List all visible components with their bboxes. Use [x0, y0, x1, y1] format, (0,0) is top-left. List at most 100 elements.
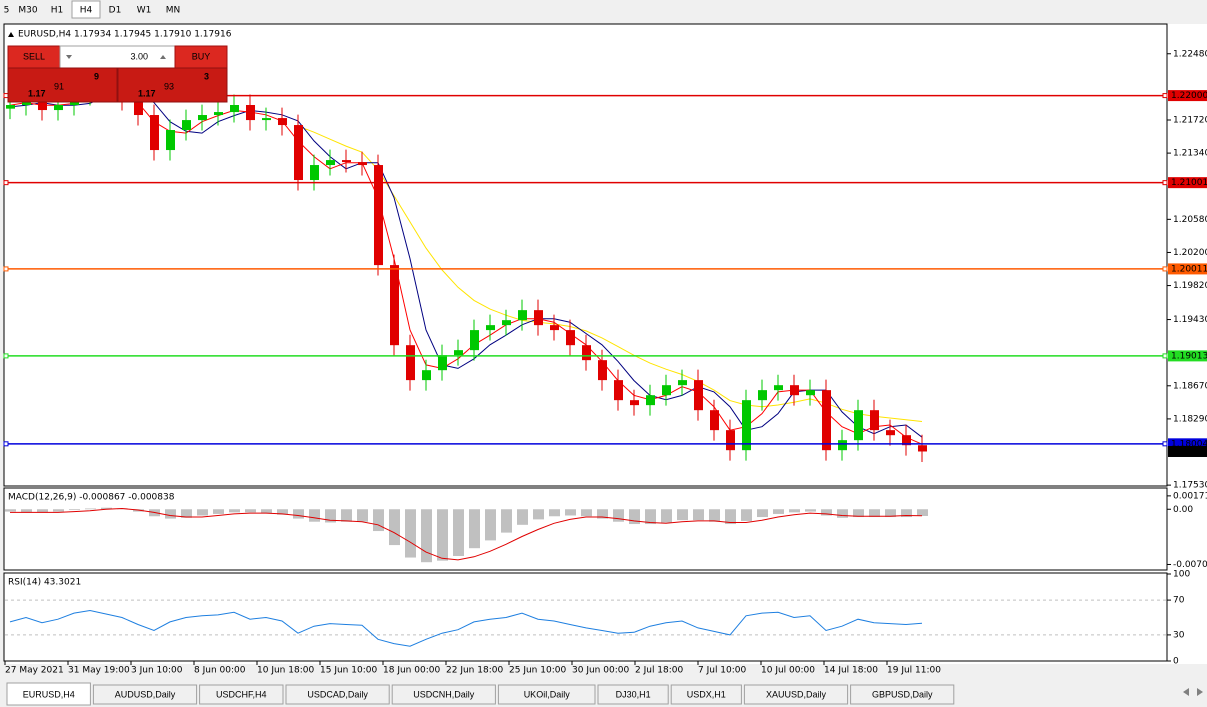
x-tick-label: 8 Jun 00:00 — [194, 666, 246, 676]
bid-price-pips[interactable]: 91 — [54, 81, 64, 91]
macd-histogram-bar — [901, 509, 912, 518]
ask-price-box[interactable] — [117, 67, 228, 103]
bid-price-point[interactable]: 9 — [94, 71, 99, 81]
timeframe-button[interactable] — [43, 1, 71, 18]
chart-tab[interactable] — [497, 684, 596, 705]
y-tick-label: 1.22480 — [1173, 49, 1207, 59]
lot-up[interactable] — [160, 55, 166, 59]
scroll-left[interactable] — [1183, 688, 1189, 696]
candle-body — [230, 104, 239, 113]
scroll-right[interactable] — [1197, 688, 1203, 696]
timeframe-label[interactable]: M30 — [18, 6, 37, 16]
collapse-arrow[interactable] — [8, 32, 14, 37]
chart-tab-label[interactable]: DJ30,H1 — [616, 689, 651, 699]
macd-histogram-bar — [293, 509, 304, 519]
buy-label[interactable]: BUY — [192, 51, 211, 61]
chart-tab-label[interactable]: UKOil,Daily — [524, 689, 571, 699]
macd-histogram-bar — [917, 509, 928, 517]
candle-body — [54, 104, 63, 111]
macd-histogram-bar — [21, 509, 32, 513]
candle-body — [774, 385, 783, 391]
lot-input[interactable] — [59, 45, 176, 69]
macd-histogram-bar — [677, 509, 688, 521]
chart-tab-label[interactable]: USDCNH,Daily — [413, 689, 475, 699]
macd-histogram-bar — [741, 509, 752, 521]
candle-body — [198, 115, 207, 121]
chart-tab-label[interactable]: EURUSD,H4 — [23, 689, 75, 699]
level-anchor — [3, 266, 9, 272]
level-price-box — [1168, 438, 1207, 450]
macd-histogram-bar — [469, 509, 480, 549]
macd-histogram-bar — [213, 509, 224, 514]
macd-histogram-bar — [357, 509, 368, 522]
candle-body — [246, 104, 255, 121]
ask-price-pips[interactable]: 93 — [164, 81, 174, 91]
chart-tab[interactable] — [597, 684, 669, 705]
candle-body — [390, 265, 399, 346]
macd-histogram-bar — [325, 509, 336, 523]
chart-tab-label[interactable]: AUDUSD,Daily — [115, 689, 176, 699]
chart-tab-label[interactable]: GBPUSD,Daily — [872, 689, 933, 699]
candle-body — [918, 445, 927, 452]
level-price-label: 1.21001 — [1171, 178, 1207, 188]
x-tick-label: 3 Jun 10:00 — [131, 666, 183, 676]
timeframe-button[interactable] — [130, 1, 158, 18]
macd-histogram-bar — [581, 509, 592, 517]
toolbar — [0, 0, 1207, 19]
timeframe-button[interactable] — [14, 1, 42, 18]
level-anchor — [1162, 266, 1168, 272]
lot-down[interactable] — [66, 55, 72, 59]
panel-frame — [3, 23, 1168, 487]
chart-tab[interactable] — [670, 684, 742, 705]
timeframe-label[interactable]: 5 — [4, 6, 10, 16]
candle-body — [758, 390, 767, 401]
chart-tab[interactable] — [743, 684, 849, 705]
candle-body — [486, 325, 495, 331]
last-price-box — [1168, 445, 1207, 457]
macd-histogram-bar — [613, 509, 624, 522]
y-tick-label: 1.19430 — [1173, 315, 1207, 325]
candle-body — [294, 125, 303, 181]
ask-price-big[interactable]: 1.17 — [138, 88, 156, 98]
x-tick-label: 22 Jun 18:00 — [446, 666, 503, 676]
macd-histogram-bar — [181, 509, 192, 518]
bid-price-box[interactable] — [7, 67, 118, 103]
ask-price-point[interactable]: 3 — [204, 71, 209, 81]
timeframe-label[interactable]: H1 — [51, 6, 64, 16]
timeframe-label[interactable]: MN — [166, 6, 181, 16]
candle-body — [6, 104, 15, 109]
y-tick-label: 0.00 — [1173, 505, 1193, 515]
timeframe-label[interactable]: H4 — [80, 6, 93, 16]
panel-frame — [3, 487, 1168, 571]
timeframe-label[interactable]: W1 — [137, 6, 152, 16]
chart-tab[interactable] — [285, 684, 390, 705]
timeframe-button[interactable] — [101, 1, 129, 18]
chart-tab-label[interactable]: USDCHF,H4 — [216, 689, 267, 699]
bid-price-big[interactable]: 1.17 — [28, 88, 46, 98]
candle-body — [598, 360, 607, 381]
macd-histogram-bar — [789, 509, 800, 513]
chart-tab[interactable] — [391, 684, 496, 705]
timeframe-label[interactable]: D1 — [109, 6, 122, 16]
timeframe-button[interactable] — [159, 1, 187, 18]
timeframe-button[interactable] — [71, 0, 101, 19]
macd-histogram-bar — [517, 509, 528, 525]
chart-tab-label[interactable]: USDX,H1 — [687, 689, 726, 699]
chart-tab-label[interactable]: XAUUSD,Daily — [766, 689, 827, 699]
chart-tab[interactable] — [850, 684, 955, 705]
level-price-label: 1.20011 — [1171, 264, 1207, 274]
sell-label[interactable]: SELL — [23, 51, 45, 61]
x-tick-label: 2 Jul 18:00 — [635, 666, 684, 676]
candle-body — [214, 112, 223, 116]
chart-tab[interactable] — [199, 684, 284, 705]
chart-tab[interactable] — [6, 682, 91, 706]
candle-body — [822, 390, 831, 451]
timeframe-button[interactable] — [0, 1, 13, 18]
macd-histogram-bar — [277, 509, 288, 515]
chart-tab-label[interactable]: USDCAD,Daily — [307, 689, 368, 699]
macd-histogram-bar — [533, 509, 544, 520]
macd-histogram-bar — [805, 509, 816, 512]
candle-body — [310, 165, 319, 181]
lot-value[interactable]: 3.00 — [130, 51, 148, 61]
chart-tab[interactable] — [92, 684, 198, 705]
